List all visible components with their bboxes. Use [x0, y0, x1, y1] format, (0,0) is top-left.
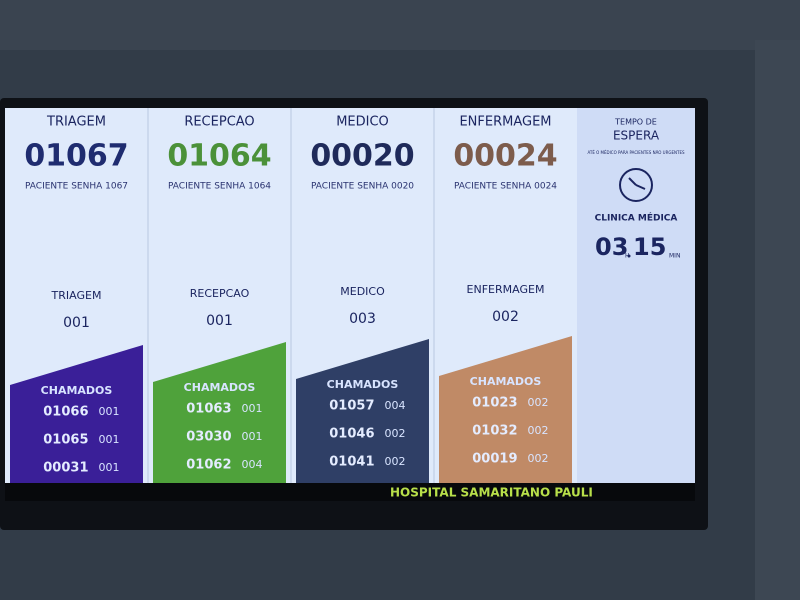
patient-label: PACIENTE SENHA 1064 [168, 182, 271, 192]
calls-panel [10, 345, 143, 483]
wait-panel [577, 108, 695, 483]
call-room: 001 [99, 405, 120, 418]
wait-minutes-unit: MIN [669, 253, 680, 260]
call-number: 03030 [186, 430, 231, 445]
column-title: RECEPCAO [184, 115, 254, 130]
call-number: 01041 [329, 455, 374, 470]
current-number: 01067 [24, 139, 128, 174]
wait-title: ESPERA [613, 129, 660, 143]
call-room: 001 [242, 430, 263, 443]
call-room: 002 [385, 427, 406, 440]
ticker-bar [5, 483, 695, 501]
wait-title: TEMPO DE [614, 118, 657, 127]
room-number: 002 [492, 309, 519, 325]
calls-label: CHAMADOS [327, 378, 399, 391]
room-label: RECEPCAO [190, 287, 250, 300]
call-number: 00019 [472, 452, 517, 467]
room-number: 003 [349, 311, 376, 327]
current-number: 01064 [167, 139, 271, 174]
calls-panel [439, 336, 572, 483]
call-number: 01057 [329, 399, 374, 414]
room-number: 001 [206, 313, 233, 329]
wait-hours-unit: H [625, 253, 630, 260]
calls-label: CHAMADOS [41, 384, 113, 397]
room-number: 001 [63, 315, 90, 331]
wall-top [0, 0, 800, 50]
call-room: 004 [385, 399, 406, 412]
call-room: 002 [528, 424, 549, 437]
call-number: 01066 [43, 405, 88, 420]
current-number: 00024 [453, 139, 557, 174]
room-label: MEDICO [340, 285, 385, 298]
patient-label: PACIENTE SENHA 1067 [25, 182, 128, 192]
call-room: 002 [528, 452, 549, 465]
call-number: 01032 [472, 424, 517, 439]
call-number: 00031 [43, 461, 88, 476]
call-number: 01062 [186, 458, 231, 473]
call-number: 01046 [329, 427, 374, 442]
wall-edge [755, 40, 800, 600]
ticker-text: HOSPITAL SAMARITANO PAULI [390, 486, 593, 500]
call-room: 001 [242, 402, 263, 415]
calls-panel [296, 339, 429, 483]
call-number: 01023 [472, 396, 517, 411]
clock-icon [619, 168, 653, 202]
column-title: MEDICO [336, 115, 389, 130]
wait-note: ATÉ O MÉDICO PARA PACIENTES NÃO URGENTES [587, 150, 685, 155]
call-room: 004 [242, 458, 263, 471]
call-room: 001 [99, 461, 120, 474]
call-room: 002 [385, 455, 406, 468]
clinic-label: CLINICA MÉDICA [595, 212, 678, 224]
wait-minutes: 15 [633, 233, 666, 261]
calls-label: CHAMADOS [470, 375, 542, 388]
column-title: ENFERMAGEM [459, 115, 551, 130]
calls-panel [153, 342, 286, 483]
call-number: 01065 [43, 433, 88, 448]
call-room: 002 [528, 396, 549, 409]
calls-label: CHAMADOS [184, 381, 256, 394]
separator-dot [627, 254, 631, 258]
room-label: TRIAGEM [51, 289, 102, 302]
room-label: ENFERMAGEM [467, 283, 545, 296]
column-title: TRIAGEM [46, 115, 106, 130]
clock-hand [628, 177, 637, 186]
call-room: 001 [99, 433, 120, 446]
patient-label: PACIENTE SENHA 0024 [454, 182, 557, 192]
clock-hand [635, 184, 646, 190]
current-number: 00020 [310, 139, 414, 174]
wait-hours: 03 [595, 233, 628, 261]
patient-label: PACIENTE SENHA 0020 [311, 182, 414, 192]
call-number: 01063 [186, 402, 231, 417]
